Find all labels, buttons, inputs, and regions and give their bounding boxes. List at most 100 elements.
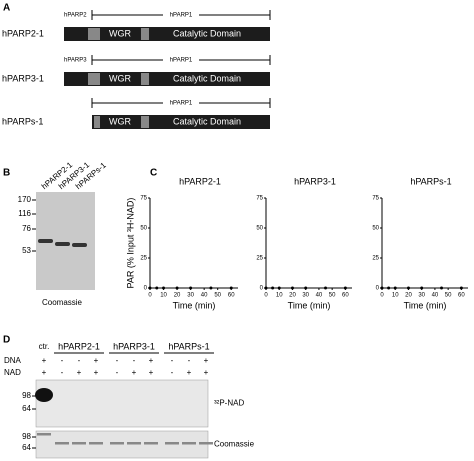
gel-band — [182, 442, 196, 445]
sign: - — [116, 368, 119, 377]
group-label: hPARP3-1 — [113, 341, 155, 351]
sign: + — [94, 356, 99, 365]
x-tick-label: 20 — [289, 293, 296, 299]
construct-name: hPARP3-1 — [2, 73, 44, 83]
data-point — [175, 286, 179, 290]
x-tick-label: 20 — [405, 293, 412, 299]
marker-label: 53 — [22, 246, 31, 255]
data-point — [304, 286, 308, 290]
construct-bar — [64, 72, 270, 86]
sign: + — [187, 368, 192, 377]
marker-label: 76 — [22, 224, 31, 233]
sign: - — [133, 356, 136, 365]
domain-box — [141, 73, 149, 85]
x-tick-label: 0 — [148, 293, 152, 299]
sign: + — [204, 356, 209, 365]
x-tick-label: 40 — [432, 293, 439, 299]
construct-name: hPARPs-1 — [2, 116, 43, 126]
sign: + — [42, 368, 47, 377]
gel-band — [199, 442, 213, 445]
chart-title: hPARP2-1 — [179, 176, 221, 186]
region-label: hPARP1 — [170, 101, 193, 107]
marker-label: 98 — [22, 391, 31, 400]
data-point — [440, 286, 444, 290]
control-label: ctr. — [39, 342, 50, 351]
x-tick-label: 30 — [302, 293, 309, 299]
x-tick-label: 30 — [187, 293, 194, 299]
sign: - — [78, 356, 81, 365]
marker-label: 170 — [18, 195, 32, 204]
label-gap — [163, 98, 199, 108]
y-tick-label: 75 — [256, 196, 263, 202]
construct-origin: hPARP3 — [64, 58, 87, 64]
x-tick-label: 30 — [418, 293, 425, 299]
x-tick-label: 50 — [445, 293, 452, 299]
sign: + — [94, 368, 99, 377]
y-tick-label: 0 — [260, 286, 264, 292]
sign: + — [42, 356, 47, 365]
label-gap — [163, 55, 199, 65]
label-gap — [163, 10, 199, 20]
data-point — [393, 286, 397, 290]
data-point — [229, 286, 233, 290]
y-tick-label: 50 — [372, 226, 379, 232]
y-tick-label: 50 — [140, 226, 147, 232]
x-axis-label: Time (min) — [404, 300, 447, 310]
gel-band — [127, 442, 141, 445]
region-label: hPARP1 — [170, 13, 193, 19]
panel-label: D — [3, 335, 10, 346]
gel-band — [55, 242, 70, 246]
y-tick-label: 25 — [140, 256, 147, 262]
y-tick-label: 75 — [372, 196, 379, 202]
sign: + — [132, 368, 137, 377]
gel-band — [38, 239, 53, 243]
data-point — [420, 286, 424, 290]
x-axis-label: Time (min) — [288, 300, 331, 310]
sign: + — [149, 368, 154, 377]
data-point — [271, 286, 275, 290]
domain-box — [94, 116, 100, 128]
data-point — [264, 286, 268, 290]
domain-box — [141, 28, 149, 40]
chart-title: hPARP3-1 — [294, 176, 336, 186]
marker-label: 98 — [22, 432, 31, 441]
data-point — [343, 286, 347, 290]
sign: + — [149, 356, 154, 365]
domain-box — [141, 116, 149, 128]
x-tick-label: 0 — [264, 293, 268, 299]
data-point — [277, 286, 281, 290]
x-axis-label: Time (min) — [173, 300, 216, 310]
chart-title: hPARPs-1 — [410, 176, 451, 186]
x-tick-label: 50 — [329, 293, 336, 299]
construct-bar — [92, 115, 270, 129]
row-label: DNA — [4, 356, 22, 365]
blot — [35, 379, 209, 428]
construct-bar — [64, 27, 270, 41]
panel-label: A — [3, 3, 10, 14]
gel-band — [144, 442, 158, 445]
data-point — [162, 286, 166, 290]
gel-caption: Coomassie — [42, 298, 83, 307]
x-tick-label: 60 — [228, 293, 235, 299]
gel-band — [72, 442, 86, 445]
gel-band — [37, 433, 51, 436]
sign: - — [188, 356, 191, 365]
y-tick-label: 50 — [256, 226, 263, 232]
data-point — [155, 286, 159, 290]
gel-band — [89, 442, 103, 445]
sign: + — [77, 368, 82, 377]
x-tick-label: 0 — [380, 293, 384, 299]
marker-label: 116 — [18, 209, 31, 218]
panel-label: C — [150, 168, 157, 179]
domain-box — [88, 73, 100, 85]
x-tick-label: 10 — [276, 293, 283, 299]
sign: - — [171, 356, 174, 365]
data-point — [387, 286, 391, 290]
data-point — [459, 286, 463, 290]
group-label: hPARP2-1 — [58, 341, 100, 351]
domain-label: Catalytic Domain — [173, 28, 241, 38]
panel-label: B — [3, 168, 10, 179]
domain-box — [88, 28, 100, 40]
blot-caption: ³²P-NAD — [214, 399, 244, 408]
